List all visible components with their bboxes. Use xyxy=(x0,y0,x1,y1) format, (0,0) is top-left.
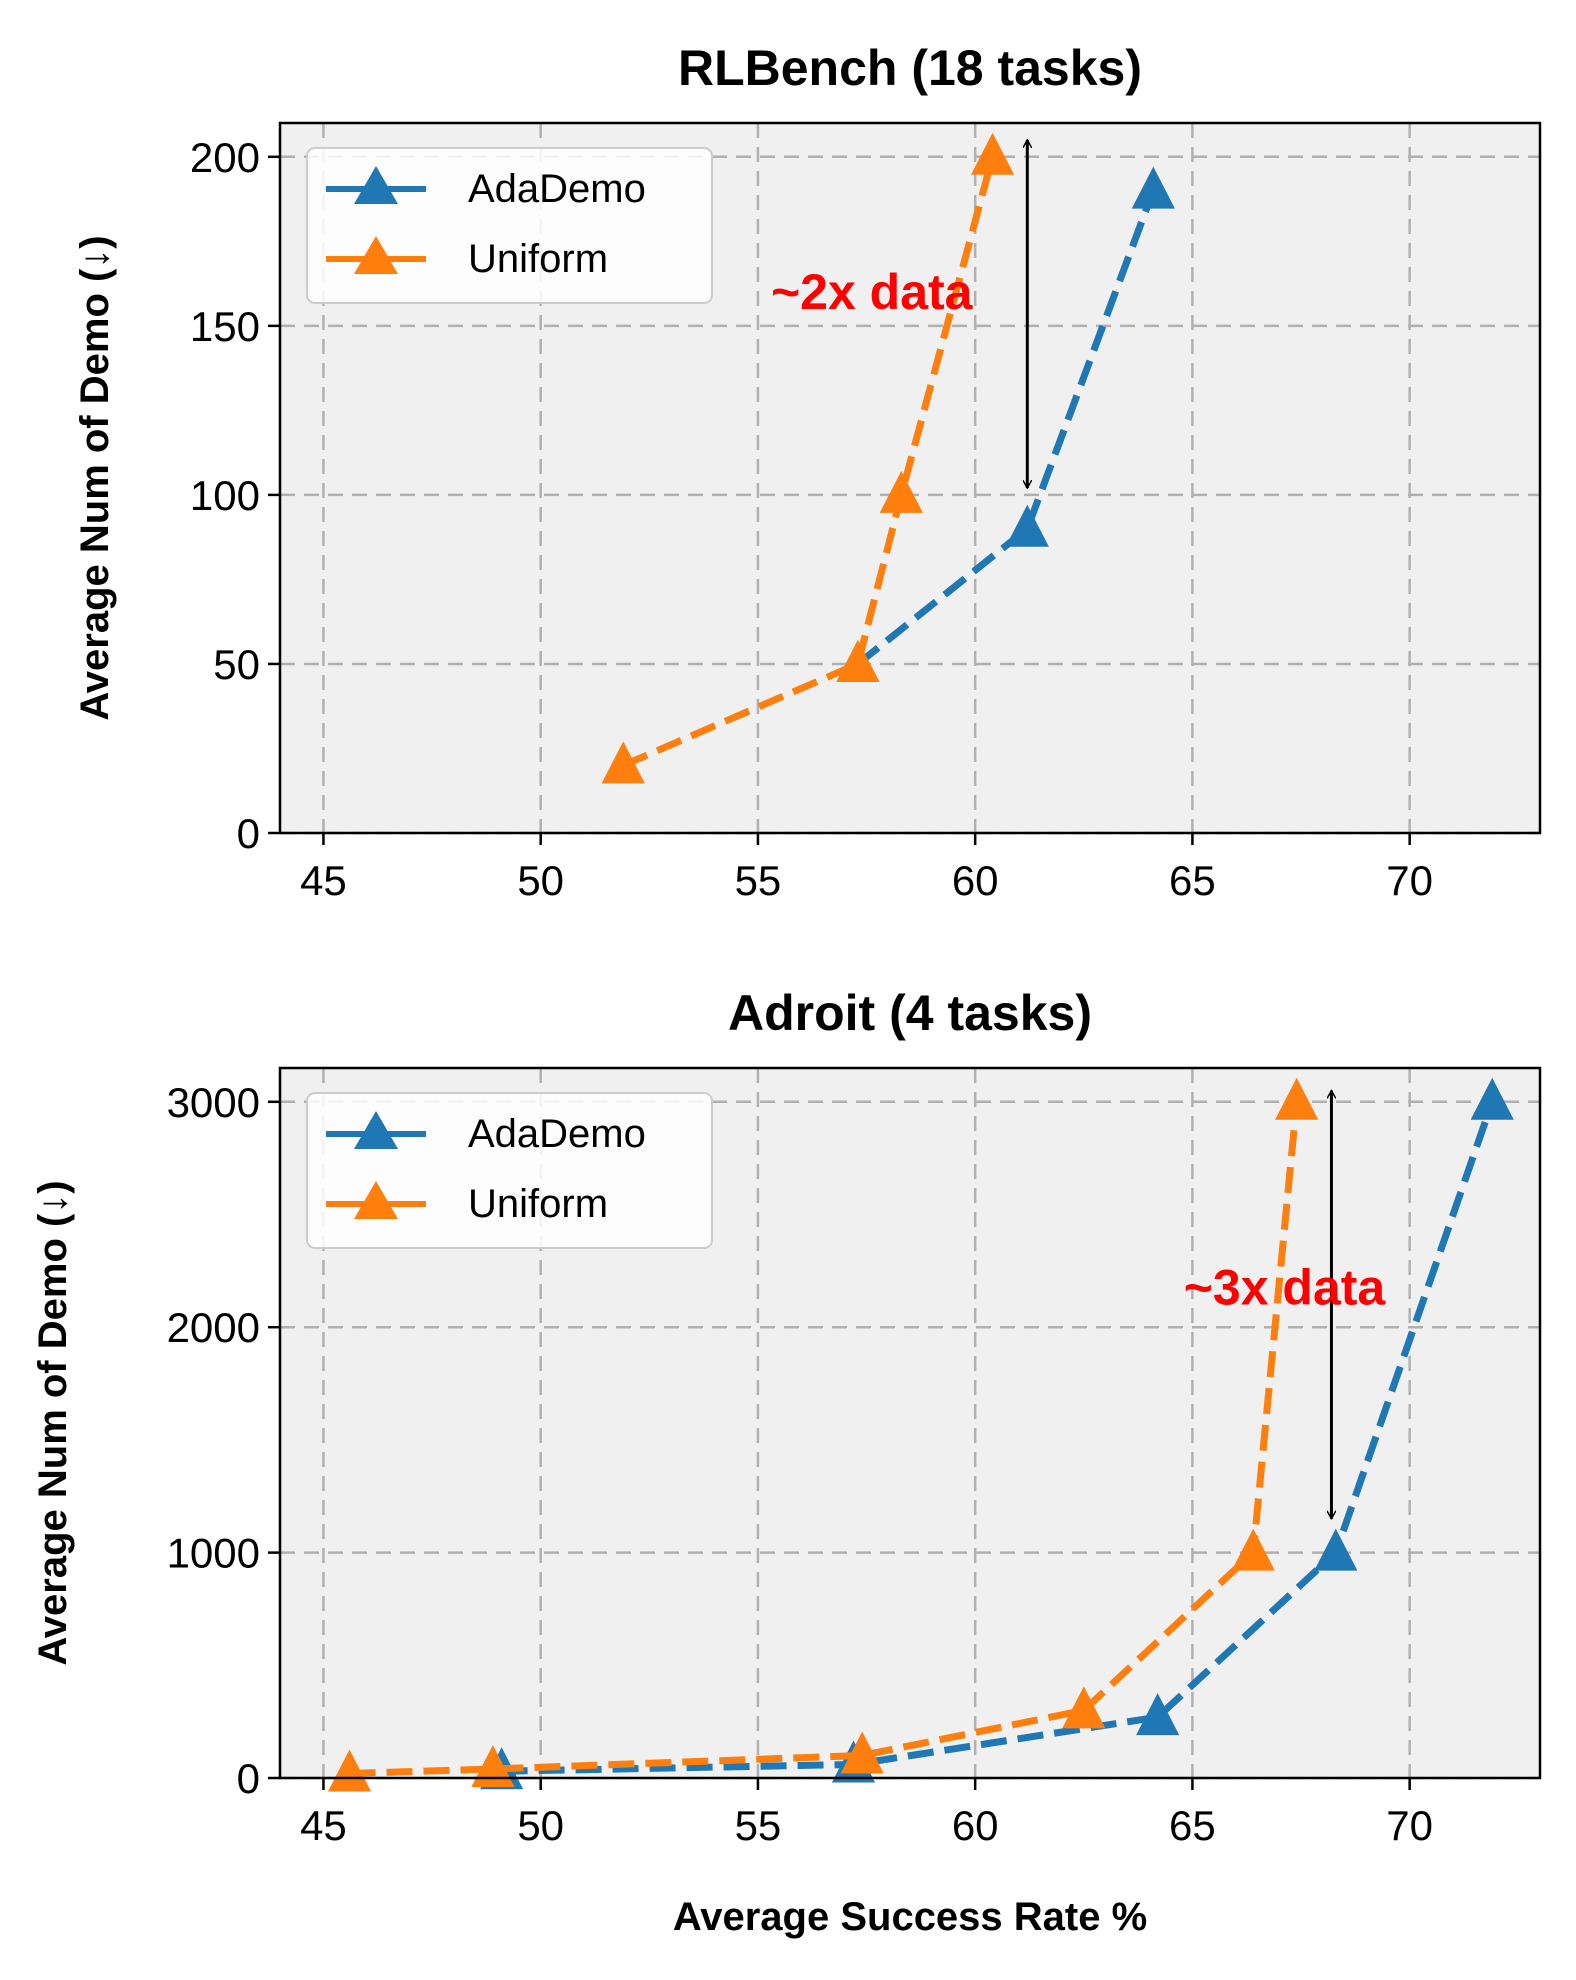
x-tick-label: 70 xyxy=(1386,1802,1433,1849)
legend: AdaDemo Uniform xyxy=(306,1092,713,1249)
y-tick-label: 200 xyxy=(190,134,260,181)
legend-label-uniform: Uniform xyxy=(468,1182,608,1226)
data-point-adademo xyxy=(1131,166,1175,209)
y-axis-label: Average Num of Demo (↓) xyxy=(31,1180,75,1665)
y-tick-label: 100 xyxy=(190,472,260,519)
y-tick-label: 150 xyxy=(190,303,260,350)
x-tick-label: 65 xyxy=(1169,1802,1216,1849)
legend-label-adademo: AdaDemo xyxy=(468,167,646,211)
plot-frame xyxy=(278,121,1542,835)
series-line-adademo xyxy=(855,189,1157,667)
x-tick-label: 70 xyxy=(1386,857,1433,904)
legend-label-adademo: AdaDemo xyxy=(468,1112,646,1156)
annotation-text: ~3x data xyxy=(1184,1260,1387,1316)
data-point-uniform xyxy=(840,1731,884,1774)
x-axis-label: Average Success Rate % xyxy=(673,1895,1147,1939)
series-line-uniform xyxy=(349,1101,1301,1777)
y-tick-label: 50 xyxy=(213,641,260,688)
data-point-adademo xyxy=(1314,1528,1358,1571)
data-point-adademo xyxy=(1470,1077,1514,1120)
data-point-uniform xyxy=(836,639,880,682)
y-tick-label: 1000 xyxy=(167,1530,260,1577)
annotation-layer: ~3x data xyxy=(1184,1091,1387,1519)
legend-marker-adademo xyxy=(354,1111,398,1149)
chart-title: Adroit (4 tasks) xyxy=(728,985,1092,1041)
plot-frame xyxy=(278,1066,1542,1780)
y-tick-label: 2000 xyxy=(167,1304,260,1351)
chart-panel-adroit: ~3x data 45 50 55 60 65 70 0 1000 2000 3000 Adroi… xyxy=(31,985,1542,1939)
data-point-uniform xyxy=(1062,1686,1106,1729)
y-tick-label: 0 xyxy=(237,1755,260,1802)
data-point-uniform xyxy=(601,741,645,784)
legend-entry-uniform: Uniform xyxy=(326,236,608,281)
legend-marker-uniform xyxy=(354,1181,398,1219)
series-layer xyxy=(327,1077,1514,1792)
chart-panel-rlbench: ~2x data 45 50 55 60 65 70 0 50 100 150 200 RLBenc… xyxy=(73,40,1542,904)
data-point-uniform xyxy=(1275,1077,1319,1120)
data-point-adademo xyxy=(1005,504,1049,547)
legend-marker-adademo xyxy=(354,166,398,204)
data-point-adademo xyxy=(1136,1693,1180,1736)
legend-marker-uniform xyxy=(354,236,398,274)
annotation-layer: ~2x data xyxy=(771,140,1027,488)
x-tick-label: 55 xyxy=(735,1802,782,1849)
legend-entry-uniform: Uniform xyxy=(326,1181,608,1226)
data-point-uniform xyxy=(970,132,1015,175)
y-tick-label: 3000 xyxy=(167,1079,260,1126)
series-line-adademo xyxy=(501,1100,1496,1775)
x-tick-label: 45 xyxy=(300,1802,347,1849)
legend-entry-adademo: AdaDemo xyxy=(326,1111,646,1156)
data-point-uniform xyxy=(1231,1528,1275,1571)
x-tick-label: 50 xyxy=(517,1802,564,1849)
series-line-uniform xyxy=(621,155,996,769)
y-axis-label: Average Num of Demo (↓) xyxy=(73,235,117,720)
axis-ticks: 45 50 55 60 65 70 0 1000 2000 3000 xyxy=(167,1079,1433,1849)
x-tick-label: 60 xyxy=(952,1802,999,1849)
legend: AdaDemo Uniform xyxy=(306,147,713,304)
annotation-text: ~2x data xyxy=(771,264,974,320)
series-layer xyxy=(601,132,1175,784)
x-tick-label: 55 xyxy=(735,857,782,904)
legend-label-uniform: Uniform xyxy=(468,237,608,281)
chart-title: RLBench (18 tasks) xyxy=(678,40,1142,96)
x-tick-label: 50 xyxy=(517,857,564,904)
data-point-uniform xyxy=(471,1744,515,1787)
x-tick-label: 65 xyxy=(1169,857,1216,904)
x-tick-label: 45 xyxy=(300,857,347,904)
data-point-uniform xyxy=(327,1749,372,1792)
x-tick-label: 60 xyxy=(952,857,999,904)
axis-ticks: 45 50 55 60 65 70 0 50 100 150 200 xyxy=(190,134,1433,904)
legend-entry-adademo: AdaDemo xyxy=(326,166,646,211)
y-tick-label: 0 xyxy=(237,810,260,857)
data-point-uniform xyxy=(879,470,923,513)
